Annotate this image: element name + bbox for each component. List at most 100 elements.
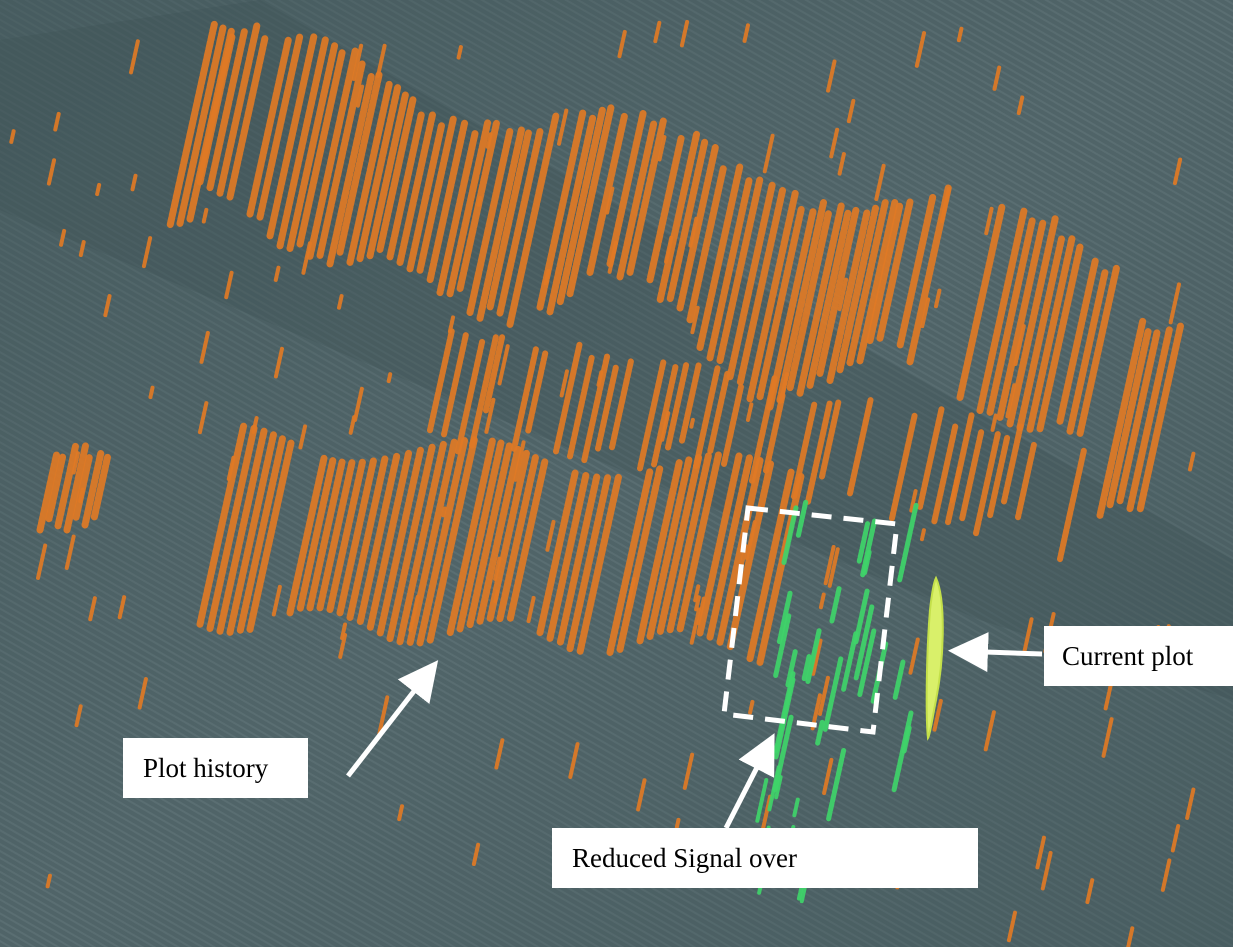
history-return-stroke [306, 47, 359, 260]
history-speck [990, 413, 998, 432]
history-return-stroke [1056, 257, 1099, 425]
history-return-stroke [693, 365, 721, 470]
history-speck [137, 677, 148, 710]
history-return-stroke [446, 119, 492, 298]
history-speck [1185, 787, 1196, 820]
history-return-stroke [666, 452, 712, 634]
history-speck [817, 675, 830, 716]
history-return-stroke [326, 73, 375, 268]
history-speck [693, 584, 701, 603]
history-speck [1160, 858, 1172, 892]
history-return-stroke [466, 442, 513, 629]
history-return-stroke [676, 451, 722, 633]
history-return-stroke [366, 449, 413, 633]
history-return-stroke [416, 437, 469, 647]
history-return-stroke [216, 427, 268, 635]
history-speck [1040, 850, 1053, 891]
history-speck [827, 547, 840, 588]
history-return-stroke [696, 452, 743, 637]
history-return-stroke [376, 446, 424, 638]
history-return-stroke [236, 435, 286, 636]
history-speck [493, 556, 502, 581]
history-speck [1168, 282, 1182, 325]
history-speck [1172, 157, 1183, 186]
history-speck [694, 595, 701, 612]
history-return-stroke [805, 400, 833, 505]
history-return-stroke [483, 334, 506, 414]
history-return-stroke [651, 364, 679, 468]
history-speck [1013, 324, 1026, 367]
history-speck [74, 704, 83, 728]
reduced-signal-stroke [892, 659, 906, 700]
history-speck [494, 738, 505, 770]
history-speck [201, 207, 209, 224]
history-return-stroke [726, 181, 776, 381]
history-return-stroke [1006, 215, 1059, 428]
dashed-selection-box [721, 505, 900, 735]
history-return-stroke [676, 144, 719, 312]
history-speck [301, 241, 312, 275]
history-return-stroke [1016, 235, 1065, 432]
history-speck [484, 397, 496, 434]
history-return-stroke [1106, 328, 1152, 509]
history-speck [273, 265, 281, 282]
reduced-signal-stroke [776, 590, 793, 645]
history-speck [949, 466, 962, 505]
history-return-stroke [586, 112, 628, 276]
history-return-stroke [956, 203, 1006, 401]
history-speck [526, 595, 536, 624]
history-return-stroke [646, 456, 693, 640]
history-speck [36, 543, 48, 580]
history-speck [95, 182, 102, 197]
history-speck [811, 638, 823, 676]
history-speck [625, 576, 636, 610]
history-return-stroke [176, 24, 227, 227]
history-speck [933, 288, 942, 309]
history-speck [59, 228, 67, 247]
history-speck [375, 43, 387, 78]
history-speck [1016, 95, 1025, 117]
reduced-signal-label: Reduced Signal over [552, 828, 978, 888]
history-speck [273, 346, 284, 379]
history-speck [497, 344, 510, 386]
history-speck [271, 584, 282, 617]
history-return-stroke [996, 219, 1047, 421]
history-speck [688, 216, 699, 248]
history-return-stroke [386, 111, 425, 261]
history-speck [78, 487, 85, 504]
history-return-stroke [206, 424, 258, 632]
history-return-stroke [707, 370, 731, 456]
history-return-stroke [406, 438, 458, 647]
history-return-stroke [396, 111, 436, 267]
history-speck [397, 804, 405, 822]
history-return-stroke [706, 177, 753, 362]
history-return-stroke [595, 364, 619, 452]
history-speck [348, 415, 357, 437]
history-return-stroke [226, 35, 269, 201]
history-speck [338, 632, 348, 659]
history-return-stroke [90, 453, 111, 523]
history-return-stroke [45, 453, 67, 523]
history-return-stroke [746, 468, 795, 663]
history-return-stroke [819, 399, 842, 480]
history-return-stroke [786, 210, 832, 392]
history-return-stroke [81, 450, 105, 529]
history-return-stroke [416, 115, 457, 274]
reduced-signal-stroke [773, 671, 796, 756]
history-return-stroke [426, 436, 478, 645]
history-speck [837, 277, 849, 312]
history-speck [1170, 824, 1181, 853]
history-return-stroke [1057, 447, 1087, 563]
history-return-stroke [576, 473, 622, 656]
current-plot-label: Current plot [1044, 626, 1233, 686]
history-speck [130, 173, 138, 192]
history-return-stroke [896, 193, 937, 350]
history-speck [939, 186, 951, 224]
history-return-stroke [1066, 269, 1109, 435]
history-return-stroke [666, 138, 709, 304]
history-speck [818, 592, 826, 610]
history-return-stroke [466, 127, 514, 317]
reduced-signal-stroke [785, 649, 798, 689]
history-speck [117, 595, 127, 620]
